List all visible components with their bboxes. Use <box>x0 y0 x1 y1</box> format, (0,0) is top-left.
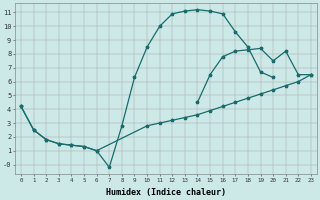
X-axis label: Humidex (Indice chaleur): Humidex (Indice chaleur) <box>106 188 226 197</box>
